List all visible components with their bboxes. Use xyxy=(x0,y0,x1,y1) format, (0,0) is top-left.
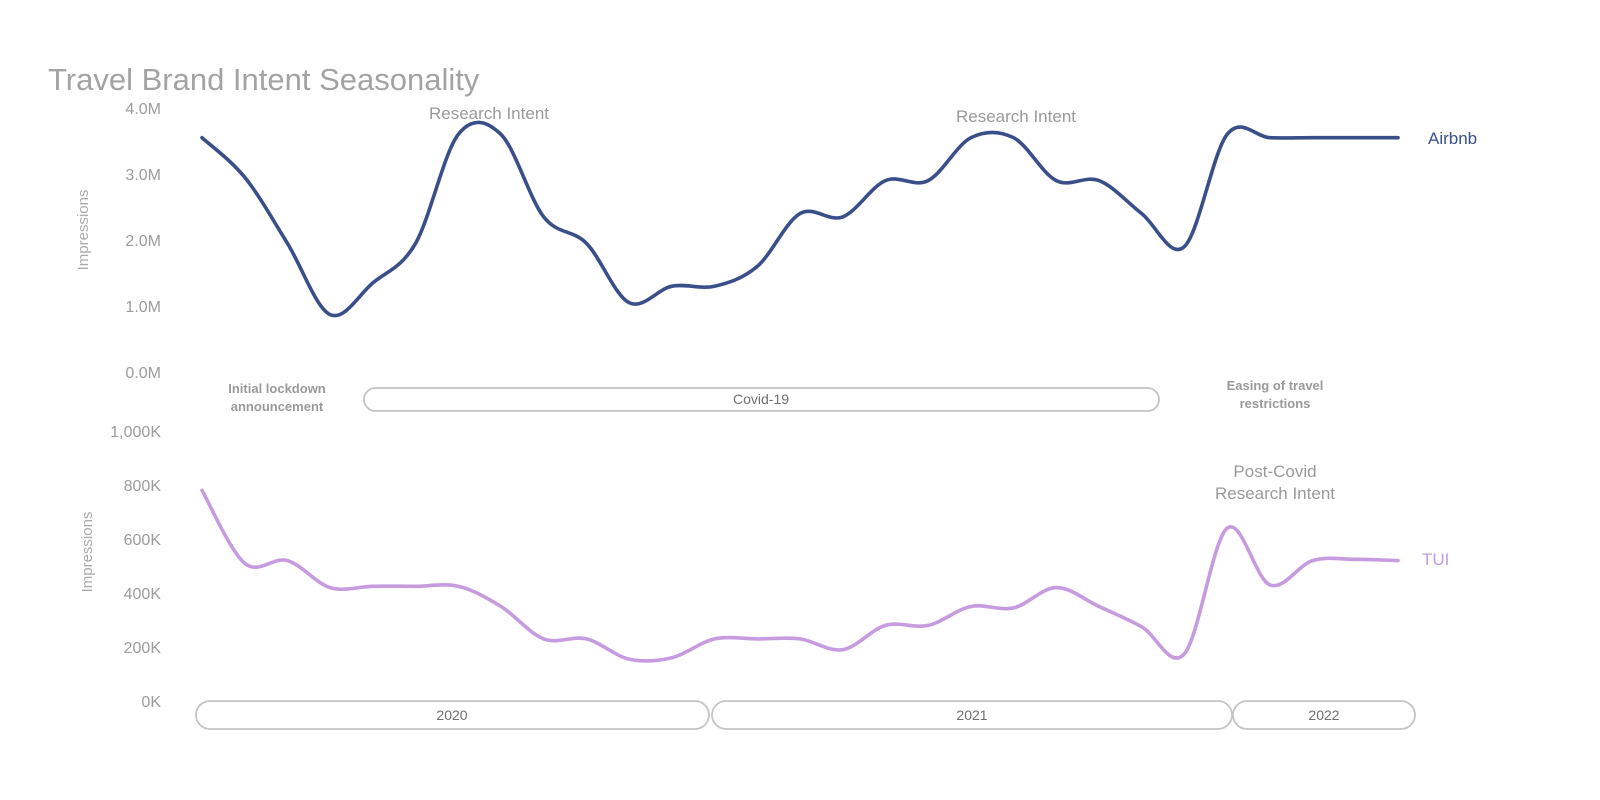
top-y-axis-label: Impressions xyxy=(75,190,92,271)
bottom-y-tick-5: 1,000K xyxy=(110,424,161,441)
bottom-y-tick-2: 400K xyxy=(124,586,162,603)
bottom-y-tick-1: 200K xyxy=(124,640,162,657)
top-y-tick-2: 2.0M xyxy=(125,233,161,250)
top-y-tick-3: 3.0M xyxy=(125,167,161,184)
post-covid-annotation-line2: Research Intent xyxy=(1215,484,1335,503)
bottom-y-tick-3: 600K xyxy=(124,532,162,549)
airbnb-series-label: Airbnb xyxy=(1428,129,1477,148)
tui-series-label: TUI xyxy=(1422,550,1449,569)
top-y-tick-1: 1.0M xyxy=(125,299,161,316)
easing-annotation-line2: restrictions xyxy=(1240,396,1311,411)
year-pill-2020 xyxy=(195,700,710,730)
covid-period-pill xyxy=(363,387,1160,412)
research-intent-annotation-2020: Research Intent xyxy=(429,104,549,123)
top-y-tick-0: 0.0M xyxy=(125,365,161,382)
year-pill-2022 xyxy=(1232,700,1416,730)
year-label-2021: 2021 xyxy=(956,707,987,723)
top-y-ticks: 0.0M 1.0M 2.0M 3.0M 4.0M xyxy=(125,101,161,382)
bottom-y-tick-0: 0K xyxy=(141,694,161,711)
easing-annotation-line1: Easing of travel xyxy=(1227,378,1324,393)
airbnb-series-line xyxy=(200,120,1400,318)
bottom-y-ticks: 0K 200K 400K 600K 800K 1,000K xyxy=(110,424,161,711)
year-label-2020: 2020 xyxy=(436,707,467,723)
lockdown-annotation-line1: Initial lockdown xyxy=(228,381,326,396)
top-y-tick-4: 4.0M xyxy=(125,101,161,118)
bottom-y-tick-4: 800K xyxy=(124,478,162,495)
lockdown-annotation-line2: announcement xyxy=(231,399,324,414)
year-pill-2021 xyxy=(711,700,1233,730)
tui-series-line xyxy=(200,488,1400,663)
year-label-2022: 2022 xyxy=(1308,707,1339,723)
research-intent-annotation-2021: Research Intent xyxy=(956,107,1076,126)
bottom-y-axis-label: Impressions xyxy=(79,512,96,593)
chart-title: Travel Brand Intent Seasonality xyxy=(48,62,480,97)
covid-period-label: Covid-19 xyxy=(733,391,789,407)
post-covid-annotation-line1: Post-Covid xyxy=(1233,462,1316,481)
